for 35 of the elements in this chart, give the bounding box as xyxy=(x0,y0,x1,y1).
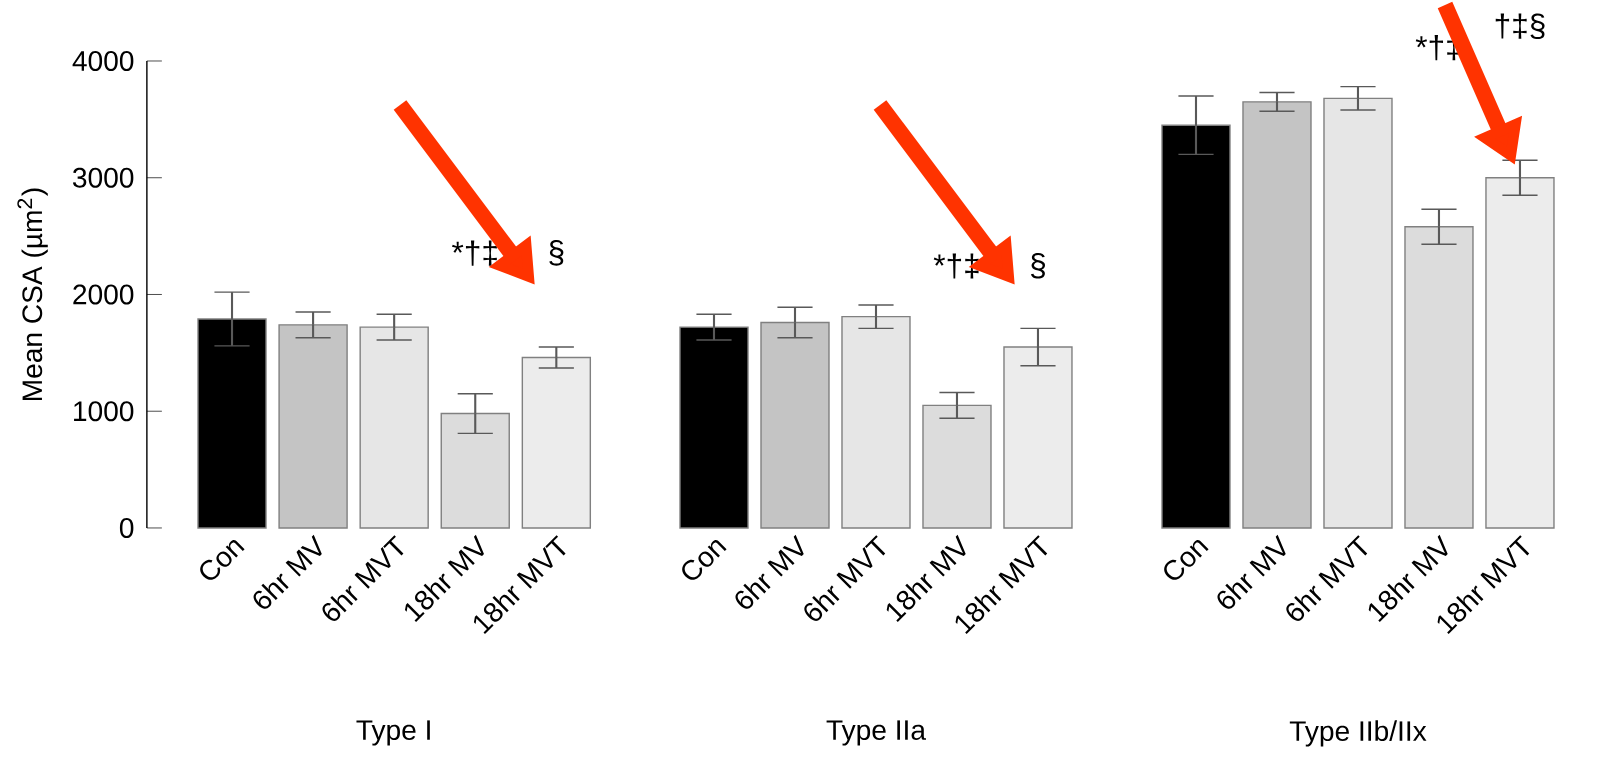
x-axis-title: Type IIb/IIx xyxy=(1289,720,1427,747)
y-tick-label: 3000 xyxy=(72,167,134,188)
x-tick-label: 6hr MV xyxy=(735,534,804,609)
annotation: § xyxy=(549,240,564,266)
text: †‡§ xyxy=(1495,13,1545,40)
annotation: *†‡ xyxy=(452,240,497,266)
y-tick-label: 1000 xyxy=(74,401,134,422)
bar xyxy=(359,326,429,529)
annotation: *†‡ xyxy=(933,253,979,279)
x-tick-label: 6hr MV xyxy=(1217,534,1286,609)
bar xyxy=(1485,177,1555,529)
bar xyxy=(1323,97,1393,529)
bar xyxy=(1242,101,1312,529)
bar xyxy=(760,321,830,529)
bar xyxy=(1003,346,1073,529)
bar xyxy=(278,324,348,529)
x-tick-label: 6hr MV xyxy=(253,534,322,609)
bar xyxy=(440,412,510,529)
y-tick-label: 2000 xyxy=(73,284,134,305)
x-axis-title: Type IIa xyxy=(826,720,927,746)
bar xyxy=(679,326,749,529)
x-tick-label: Con xyxy=(682,540,727,580)
annotation: § xyxy=(1030,252,1045,279)
x-tick-label: Con xyxy=(1164,540,1209,580)
x-axis-title: Type I xyxy=(356,720,430,746)
bar xyxy=(1404,226,1474,529)
y-axis-title: Mean CSA (µm$^{2}$) xyxy=(17,188,48,400)
bar xyxy=(841,315,911,529)
y-tick-label: 4000 xyxy=(72,51,134,71)
bar xyxy=(521,356,592,529)
y-tick-label: 0 xyxy=(119,518,134,538)
bar xyxy=(197,318,267,529)
bar xyxy=(922,404,992,529)
bar xyxy=(1161,124,1231,529)
x-tick-label: Con xyxy=(200,540,245,580)
